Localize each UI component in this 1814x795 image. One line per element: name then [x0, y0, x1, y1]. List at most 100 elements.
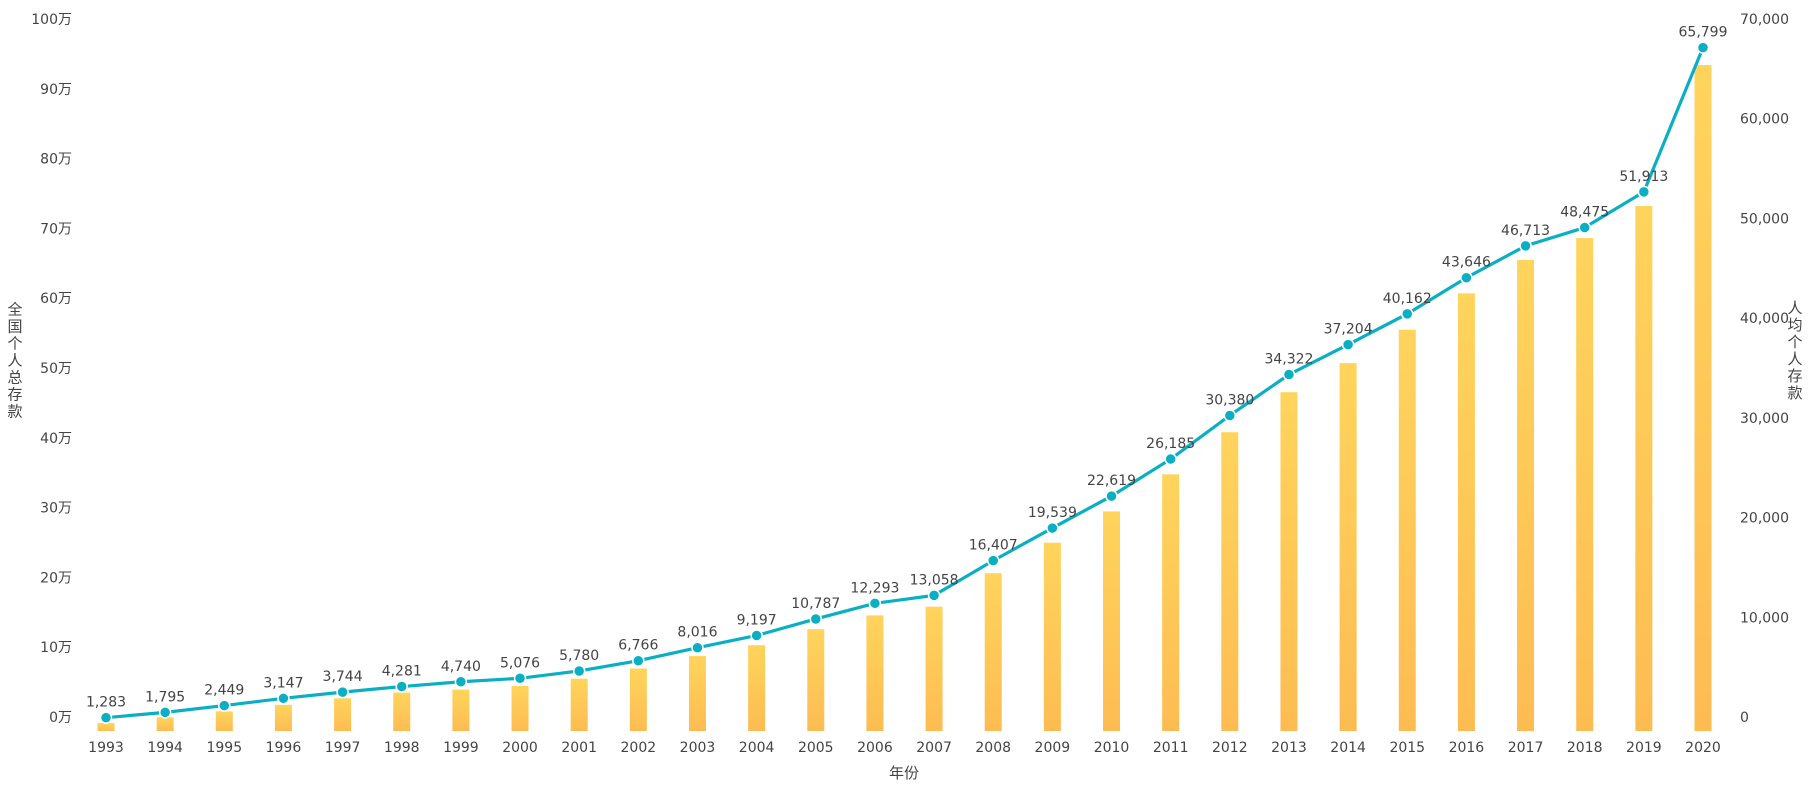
- x-tick-label: 2016: [1449, 740, 1485, 756]
- bar-1995: [215, 711, 233, 731]
- bar-2007: [925, 606, 943, 731]
- line-point-2014: [1341, 338, 1355, 351]
- left-tick-label: 70万: [40, 221, 72, 237]
- data-label: 10,787: [791, 596, 840, 612]
- x-tick-label: 2010: [1094, 740, 1130, 756]
- line-point-2016: [1460, 271, 1473, 284]
- x-tick-label: 1996: [266, 740, 302, 756]
- data-label: 46,713: [1501, 223, 1550, 239]
- bar-1994: [156, 717, 174, 731]
- x-tick-label: 1997: [325, 740, 361, 756]
- bar-series: [97, 65, 1712, 732]
- right-tick-label: 50,000: [1740, 211, 1789, 227]
- x-tick-label: 2017: [1508, 740, 1544, 756]
- bar-2000: [511, 685, 529, 731]
- line-path: [105, 47, 1705, 720]
- left-tick-label: 10万: [40, 640, 72, 656]
- x-axis: 1993 1994 1995 1996 1997 1998 1999 2000 2001 2002…: [88, 740, 1721, 756]
- bar-2004: [748, 645, 766, 731]
- right-tick-label: 30,000: [1740, 411, 1789, 427]
- x-tick-label: 1994: [147, 740, 183, 756]
- data-label: 1,795: [145, 689, 185, 705]
- x-tick-label: 2006: [857, 740, 893, 756]
- data-label: 26,185: [1146, 436, 1195, 452]
- line-point-2005: [809, 612, 823, 626]
- line-point-2011: [1164, 452, 1177, 466]
- x-tick-label: 2019: [1626, 740, 1662, 756]
- data-label: 3,744: [323, 669, 363, 685]
- line-point-2006: [868, 597, 882, 610]
- right-tick-label: 70,000: [1740, 12, 1789, 28]
- bar-2010: [1103, 511, 1121, 731]
- data-label: 16,407: [969, 538, 1018, 554]
- bar-1998: [393, 692, 411, 731]
- data-label: 8,016: [677, 625, 717, 641]
- left-tick-label: 80万: [40, 152, 72, 168]
- line-point-2018: [1578, 221, 1591, 234]
- data-label: 13,058: [910, 572, 959, 588]
- data-label: 22,619: [1087, 473, 1136, 489]
- line-point-1993: [99, 711, 113, 724]
- x-tick-label: 2013: [1271, 740, 1307, 756]
- bar-2017: [1517, 259, 1535, 731]
- data-label: 40,162: [1383, 291, 1432, 307]
- line-point-2015: [1401, 307, 1414, 321]
- right-tick-label: 40,000: [1740, 311, 1789, 327]
- data-label: 43,646: [1442, 255, 1491, 271]
- line-point-2019: [1637, 185, 1651, 199]
- right-tick-label: 60,000: [1740, 112, 1789, 128]
- bar-2009: [1043, 542, 1061, 731]
- x-tick-label: 1998: [384, 740, 420, 756]
- line-point-2004: [750, 629, 763, 642]
- x-tick-label: 1993: [88, 740, 124, 756]
- data-label: 51,913: [1619, 169, 1668, 185]
- data-label: 48,475: [1560, 205, 1609, 221]
- line-point-1998: [395, 680, 408, 693]
- x-tick-label: 2014: [1330, 740, 1366, 756]
- data-label: 6,766: [618, 638, 658, 654]
- line-point-1995: [218, 699, 231, 712]
- data-label: 19,539: [1028, 505, 1077, 521]
- right-axis: 0 10,000 20,000 30,000 40,000 50,000 60,000 70,…: [1740, 12, 1789, 726]
- line-point-1994: [158, 706, 172, 719]
- line-point-2002: [632, 654, 645, 667]
- x-tick-label: 2007: [916, 740, 952, 756]
- line-point-2000: [513, 672, 527, 685]
- bar-2008: [984, 573, 1002, 731]
- bar-1999: [452, 689, 470, 731]
- bar-2006: [866, 615, 884, 731]
- data-label: 37,204: [1324, 322, 1373, 338]
- left-tick-label: 90万: [40, 82, 72, 98]
- data-label: 1,283: [86, 695, 126, 711]
- bar-2018: [1576, 238, 1594, 731]
- bar-2020: [1694, 65, 1712, 732]
- bar-2005: [807, 629, 825, 731]
- bar-2014: [1339, 363, 1357, 731]
- bar-2015: [1398, 329, 1416, 731]
- line-point-2007: [927, 589, 941, 602]
- bar-2002: [629, 668, 647, 731]
- line-point-2009: [1046, 521, 1059, 535]
- x-tick-label: 2011: [1153, 740, 1189, 756]
- bar-1997: [334, 698, 352, 731]
- line-point-1999: [454, 675, 468, 689]
- right-tick-label: 0: [1740, 710, 1749, 726]
- x-tick-label: 2004: [739, 740, 775, 756]
- right-tick-label: 20,000: [1740, 511, 1789, 527]
- line-point-2008: [986, 554, 1000, 567]
- x-tick-label: 2002: [621, 740, 657, 756]
- x-tick-label: 2008: [975, 740, 1011, 756]
- x-tick-label: 2012: [1212, 740, 1248, 756]
- line-point-1997: [336, 685, 349, 699]
- line-point-2012: [1223, 409, 1237, 422]
- data-label: 2,449: [204, 683, 244, 699]
- x-tick-label: 2015: [1389, 740, 1425, 756]
- left-tick-label: 20万: [40, 570, 72, 586]
- data-label: 30,380: [1205, 392, 1254, 408]
- line-point-2013: [1282, 368, 1296, 381]
- left-axis: 0万 10万 20万 30万 40万 50万 60万 70万 80万 90万 100万: [31, 12, 72, 726]
- data-label: 12,293: [850, 580, 899, 596]
- x-tick-label: 2003: [680, 740, 716, 756]
- bar-2011: [1162, 474, 1180, 731]
